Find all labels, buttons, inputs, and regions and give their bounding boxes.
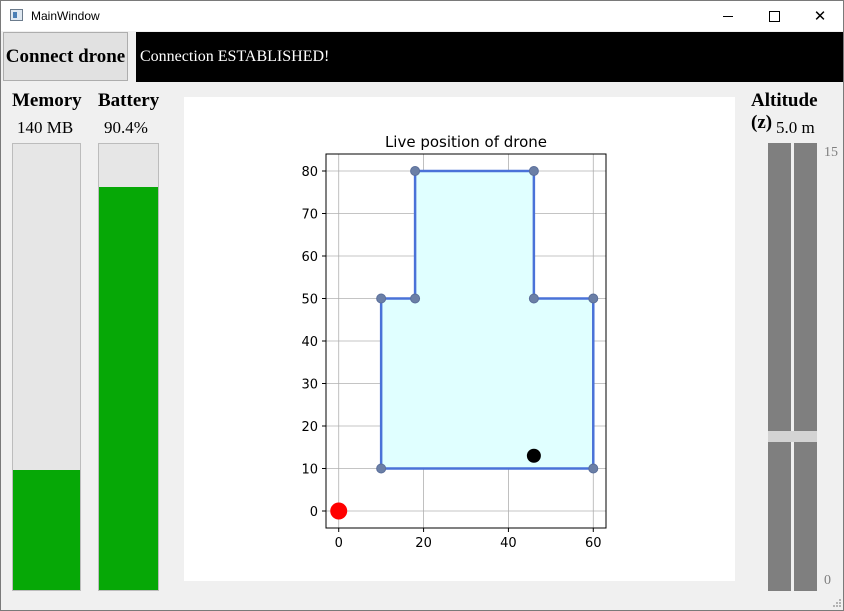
- drone-marker: [526, 448, 541, 463]
- connection-status-text: Connection ESTABLISHED!: [140, 48, 330, 65]
- position-plot-panel: Live position of drone 0 20 40 60 0 10 20 30 40 5…: [184, 97, 735, 581]
- close-icon: ✕: [813, 6, 827, 25]
- minimize-button[interactable]: [705, 1, 751, 31]
- boundary-vertex: [528, 293, 539, 304]
- x-tick-label: 40: [500, 536, 517, 551]
- altitude-slider-handle[interactable]: [768, 431, 817, 442]
- title-bar: MainWindow ✕: [1, 1, 843, 31]
- app-icon: [10, 9, 23, 21]
- memory-value: 140 MB: [17, 118, 74, 137]
- connect-drone-button[interactable]: Connect drone: [3, 32, 128, 81]
- altitude-track-right: [794, 143, 817, 591]
- x-tick-label: 20: [415, 536, 432, 551]
- battery-bar-fill: [99, 186, 158, 590]
- origin-marker: [330, 502, 348, 520]
- boundary-vertex: [528, 166, 539, 176]
- altitude-label: Altitude (z): [751, 90, 818, 133]
- connection-status: Connection ESTABLISHED!: [136, 32, 843, 82]
- battery-label: Battery: [98, 90, 160, 111]
- maximize-icon: [768, 10, 780, 22]
- boundary-vertex: [588, 293, 599, 304]
- boundary-vertex: [376, 463, 387, 474]
- close-button[interactable]: ✕: [797, 1, 843, 31]
- boundary-vertex: [410, 293, 421, 304]
- y-tick-label: 60: [301, 250, 318, 265]
- boundary-vertex: [410, 166, 421, 176]
- y-tick-label: 50: [301, 293, 318, 308]
- y-tick-label: 20: [301, 420, 318, 435]
- plot-title: Live position of drone: [385, 133, 547, 151]
- y-tick-label: 70: [301, 208, 318, 223]
- battery-bar: [98, 143, 159, 591]
- window-title: MainWindow: [31, 9, 100, 23]
- y-tick-label: 40: [301, 335, 318, 350]
- memory-bar-fill: [13, 469, 80, 590]
- maximize-button[interactable]: [751, 1, 797, 31]
- position-plot: Live position of drone 0 20 40 60 0 10 20 30 40 5…: [301, 133, 607, 551]
- boundary-vertex: [588, 463, 599, 474]
- x-tick-label: 0: [335, 536, 343, 551]
- memory-label: Memory: [12, 90, 82, 111]
- resize-grip-icon[interactable]: [832, 598, 842, 608]
- altitude-max-tick: 15: [824, 145, 838, 160]
- x-tick-label: 60: [585, 536, 602, 551]
- y-tick-label: 0: [310, 505, 318, 520]
- y-tick-label: 80: [301, 165, 318, 180]
- y-tick-label: 10: [301, 463, 318, 478]
- minimize-icon: [723, 15, 733, 17]
- y-tick-label: 30: [301, 378, 318, 393]
- altitude-track-left: [768, 143, 791, 591]
- altitude-min-tick: 0: [824, 573, 831, 588]
- boundary-vertex: [376, 293, 387, 304]
- battery-value: 90.4%: [104, 118, 148, 137]
- altitude-value: 5.0 m: [776, 118, 815, 137]
- memory-bar: [12, 143, 81, 591]
- boundary-polygon: [379, 169, 595, 470]
